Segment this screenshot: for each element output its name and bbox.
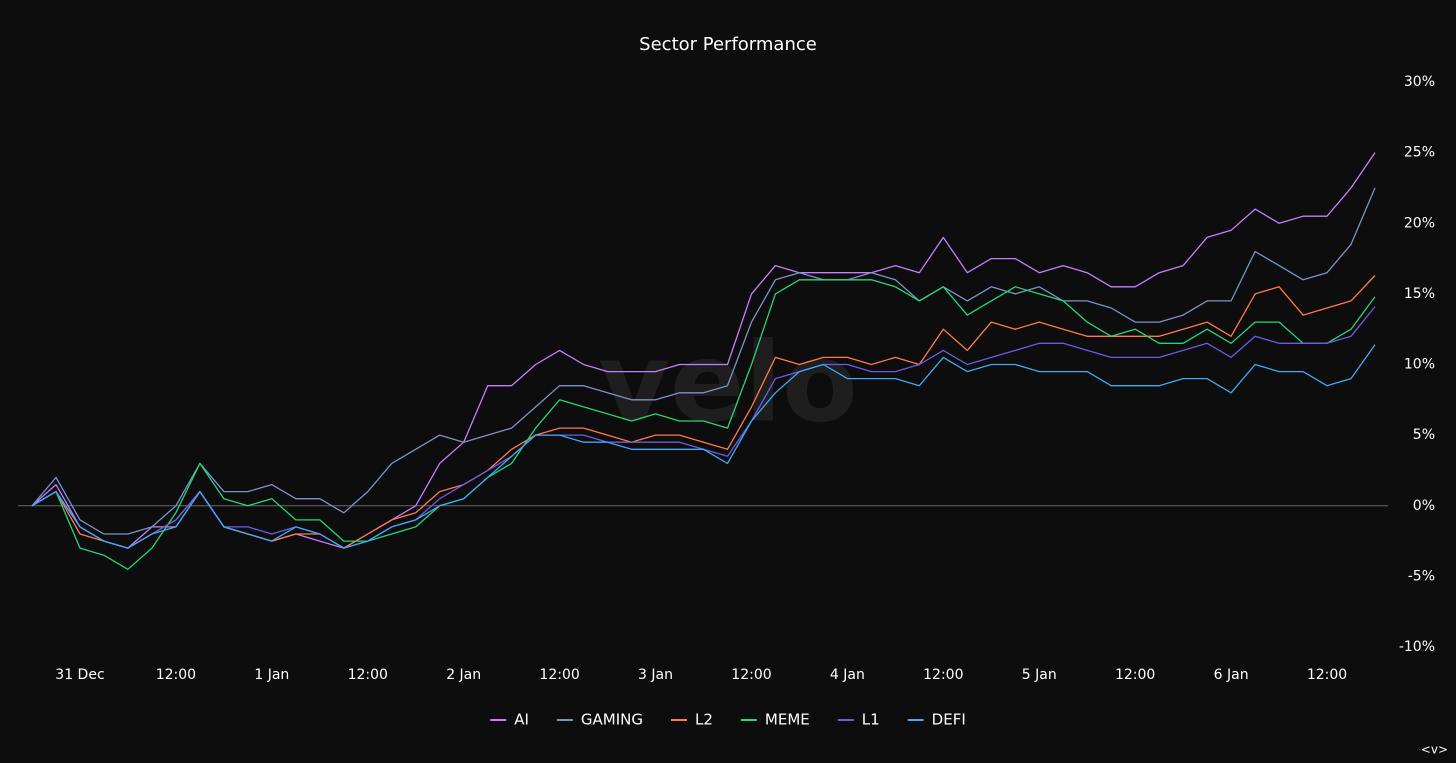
series-line [31, 187, 1376, 535]
legend-label: DEFI [932, 711, 966, 729]
x-tick-label: 31 Dec [55, 667, 104, 683]
chart-title: Sector Performance [639, 34, 817, 55]
x-tick-label: 3 Jan [638, 667, 673, 683]
y-tick-label: 0% [1413, 498, 1435, 514]
legend-label: AI [514, 711, 529, 729]
x-tick-label: 6 Jan [1214, 667, 1249, 683]
legend-label: GAMING [581, 711, 643, 729]
legend-label: MEME [765, 711, 810, 729]
y-tick-label: 30% [1404, 74, 1435, 90]
x-tick-label: 12:00 [1307, 667, 1347, 683]
y-tick-label: 25% [1404, 145, 1435, 161]
x-tick-label: 12:00 [923, 667, 963, 683]
y-tick-label: 20% [1404, 215, 1435, 231]
y-tick-label: 5% [1413, 427, 1435, 443]
x-tick-label: 12:00 [156, 667, 196, 683]
x-tick-label: 1 Jan [254, 667, 289, 683]
y-tick-label: 15% [1404, 286, 1435, 302]
x-tick-label: 4 Jan [830, 667, 865, 683]
y-tick-label: -10% [1399, 639, 1435, 655]
legend-label: L2 [695, 711, 713, 729]
x-tick-label: 5 Jan [1022, 667, 1057, 683]
x-tick-label: 12:00 [731, 667, 771, 683]
x-tick-label: 12:00 [1115, 667, 1155, 683]
x-tick-label: 12:00 [348, 667, 388, 683]
legend-label: L1 [862, 711, 880, 729]
series-line [31, 344, 1376, 549]
corner-mark: <v> [1421, 743, 1448, 757]
y-tick-label: 10% [1404, 357, 1435, 373]
watermark: velo [598, 318, 858, 446]
x-tick-label: 12:00 [539, 667, 579, 683]
y-tick-label: -5% [1408, 568, 1435, 584]
x-tick-label: 2 Jan [446, 667, 481, 683]
series-line [31, 279, 1376, 570]
